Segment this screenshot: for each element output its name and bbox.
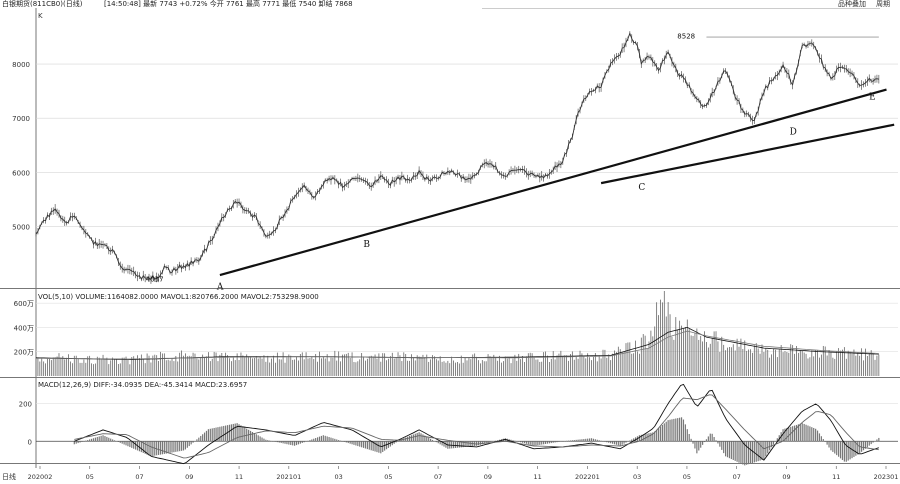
x-tick-label: 07 [733,473,741,481]
price-line [35,31,879,281]
annotation-label: B [363,240,370,250]
chart-header: 白银期货(811CB0)(日线) [14:50:48] 最新 7743 +0.7… [0,0,900,10]
volume-ma-line [36,330,879,360]
quote-readout: [14:50:48] 最新 7743 +0.72% 今开 7761 最高 777… [104,0,353,8]
x-tick-label: 05 [384,473,392,481]
panel-marker: K [38,12,43,20]
overlay-instrument-button[interactable]: 品种叠加 [838,0,866,8]
x-tick-label: 07 [434,473,442,481]
y-tick-label: 6000 [12,169,30,177]
x-tick-label: 202201 [575,473,600,481]
x-tick-label: 09 [484,473,492,481]
annotation-label: A [216,283,224,293]
y-tick-label: 8000 [12,61,30,69]
trendline [219,88,887,277]
x-axis-label: 日线 [2,472,16,481]
x-tick-label: 11 [832,473,840,481]
y-tick-label: 7000 [12,115,30,123]
x-tick-label: 09 [185,473,193,481]
macd-title: MACD(12,26,9) DIFF:-34.0935 DEA:-45.3414… [38,381,247,389]
annotation-label: 4037 [146,276,164,284]
x-tick-label: 09 [782,473,790,481]
x-tick-label: 11 [534,473,542,481]
annotation-label: D [790,128,797,138]
annotation-label: E [869,92,876,102]
y-tick-label: 5000 [12,223,30,231]
x-tick-label: 03 [633,473,641,481]
annotation-label: 8528 [677,33,695,41]
x-tick-label: 07 [135,473,143,481]
x-tick-label: 202101 [276,473,301,481]
y-tick-label: 600万 [14,300,34,308]
instrument-title: 白银期货(811CB0)(日线) [2,0,83,8]
macd-dea-line [74,394,879,459]
y-tick-label: 200 [19,401,32,409]
x-tick-label: 05 [86,473,94,481]
x-tick-label: 05 [683,473,691,481]
period-button[interactable]: 周期 [876,0,890,8]
x-tick-label: 202301 [874,473,899,481]
volume-title: VOL(5,10) VOLUME:1164082.0000 MAVOL1:820… [38,293,319,301]
y-tick-label: 200万 [14,349,34,357]
y-tick-label: 400万 [14,324,34,332]
annotation-label: C [638,183,645,193]
x-tick-label: 11 [235,473,243,481]
trendline [600,123,895,185]
x-tick-label: 202002 [28,473,53,481]
y-tick-label: 0 [28,438,32,446]
macd-diff-line [74,383,879,465]
x-tick-label: 03 [334,473,342,481]
